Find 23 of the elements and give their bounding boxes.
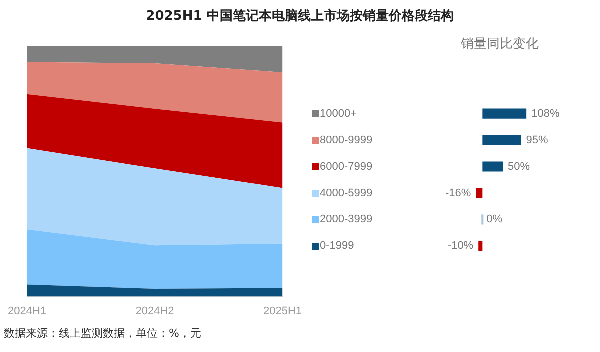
- x-tick-label: 2024H2: [136, 305, 174, 318]
- bar: [482, 162, 503, 172]
- bar: [478, 241, 483, 252]
- x-tick-label: 2024H1: [8, 305, 47, 318]
- y-tick-label: 6000-7999: [320, 160, 373, 173]
- source-note: 数据来源：线上监测数据，单位：%，元: [4, 326, 202, 341]
- bar: [482, 108, 527, 119]
- y-tick-label: 2000-3999: [320, 214, 373, 226]
- bar: [482, 135, 522, 146]
- x-tick-label: 2025H1: [263, 305, 302, 318]
- data-label: 50%: [508, 160, 530, 173]
- data-label: 95%: [526, 134, 549, 146]
- data-label: 0%: [486, 214, 503, 226]
- chart-title: 销量同比变化: [460, 36, 540, 53]
- y-tick-label: 8000-9999: [320, 134, 373, 146]
- y-tick-label: 4000-5999: [320, 187, 373, 200]
- bar: [476, 188, 483, 198]
- data-label: -16%: [445, 187, 472, 200]
- chart-title: 2025H1 中国笔记本电脑线上市场按销量价格段结构: [145, 8, 455, 25]
- data-label: -10%: [448, 240, 474, 252]
- y-tick-label: 10000+: [320, 108, 358, 120]
- y-tick-label: 0-1999: [320, 240, 354, 252]
- data-label: 108%: [532, 108, 560, 120]
